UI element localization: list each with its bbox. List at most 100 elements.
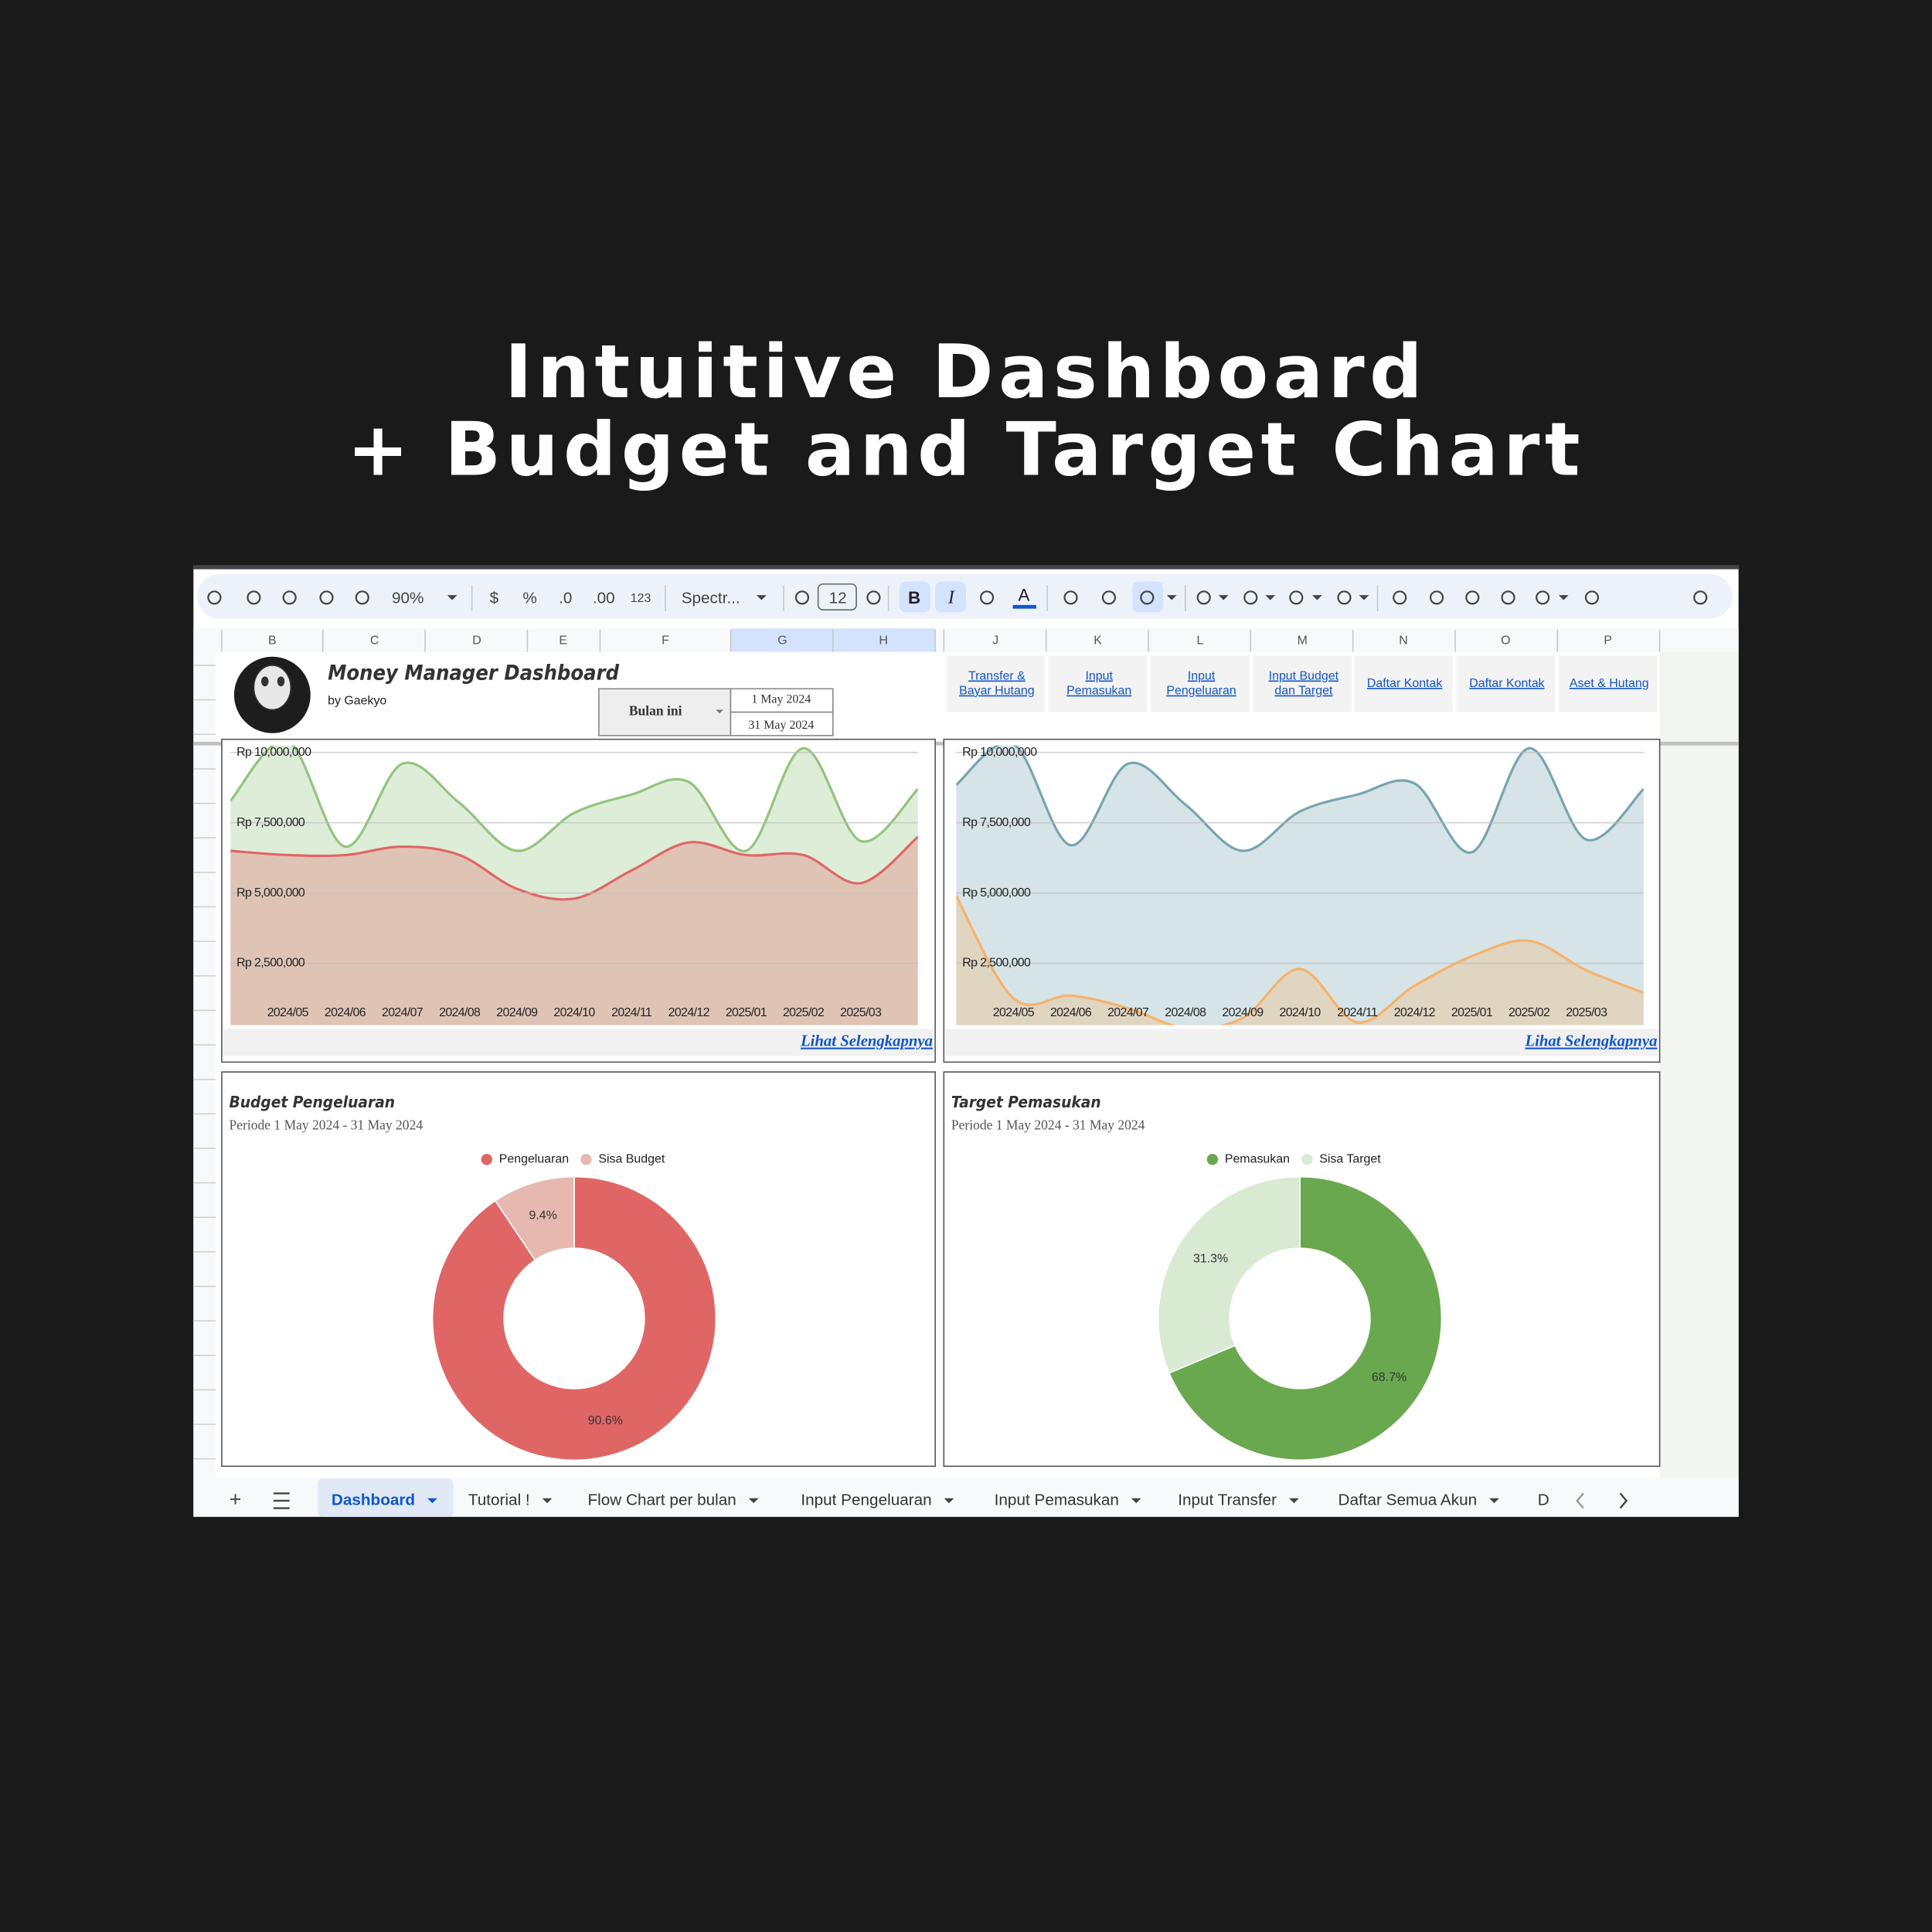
toolbar-icon[interactable] [794,590,810,605]
x-tick-label: 2024/12 [1394,1006,1436,1019]
toolbar-icon[interactable] [866,590,881,605]
toolbar-icon[interactable] [355,590,369,605]
sheet-tab[interactable]: Daftar Semua Akun [1338,1491,1478,1509]
toolbar-italic[interactable]: I [947,587,955,607]
y-tick-label: Rp 5,000,000 [236,886,305,900]
more-link[interactable]: Lihat Selengkapnya [800,1033,933,1050]
link-cell[interactable] [1558,655,1658,713]
toolbar-icon[interactable] [1584,590,1600,605]
nav-link[interactable]: Daftar Kontak [1469,677,1544,690]
toolbar-icon[interactable] [1196,590,1211,605]
nav-link[interactable]: Transfer & [968,670,1026,683]
toolbar-icon[interactable] [282,590,297,605]
toolbar-text-color[interactable]: A [1018,586,1029,605]
toolbar-percent[interactable]: % [522,589,536,607]
legend-swatch [1301,1154,1313,1165]
toolbar-icon[interactable] [1465,590,1480,605]
link-cell[interactable] [1151,655,1250,713]
toolbar-icon[interactable] [247,590,261,605]
dropdown-arrow [1312,595,1322,600]
toolbar-icon[interactable] [1140,590,1155,605]
add-sheet[interactable]: + [230,1487,242,1511]
x-tick-label: 2025/03 [1566,1006,1607,1019]
toolbar-icon[interactable] [1693,590,1708,605]
sheet-tab[interactable]: D [1538,1491,1549,1509]
avatar-eye [261,676,269,687]
nav-link[interactable]: Aset & Hutang [1570,677,1649,690]
period-selector[interactable]: Bulan ini [629,703,682,719]
active-tab[interactable] [318,1478,454,1517]
toolbar-increase_decimal[interactable]: .00 [593,589,615,607]
sheet-tab[interactable]: Input Pengeluaran [801,1491,931,1509]
series-line [230,745,918,852]
nav-link[interactable]: Pemasukan [1066,685,1131,698]
x-tick-label: 2025/01 [726,1006,767,1019]
toolbar-font_size[interactable]: 12 [829,589,847,607]
toolbar-icon[interactable] [1429,590,1444,605]
toolbar-icon[interactable] [1536,590,1550,605]
dropdown-arrow [1558,595,1569,600]
plot-area [230,745,918,1026]
dropdown-arrow [716,709,723,714]
toolbar-zoom[interactable]: 90% [392,589,423,607]
dropdown-arrow [1359,595,1369,600]
series-area [956,896,1644,1026]
toolbar-icon[interactable] [1393,590,1407,605]
sheet-tab[interactable]: Input Transfer [1178,1491,1277,1509]
link-cell[interactable] [1354,655,1453,713]
nav-link[interactable]: Daftar Kontak [1367,677,1442,690]
toolbar-icon[interactable] [1101,590,1117,605]
toolbar-icon[interactable] [1501,590,1515,605]
y-tick-label: Rp 10,000,000 [236,746,311,759]
series-line [230,835,918,901]
nav-link[interactable]: Input Budget [1269,670,1339,683]
sheet-tab[interactable]: Dashboard [332,1491,415,1509]
toolbar-icon[interactable] [1289,590,1304,605]
toolbar-icon[interactable] [1243,590,1258,605]
link-cell[interactable] [1456,655,1556,713]
y-tick-label: Rp 2,500,000 [962,957,1031,970]
nav-link[interactable]: Input [1085,670,1113,683]
merge-active [1132,581,1164,613]
tab-dropdown [427,1498,437,1504]
scroll-right[interactable] [1619,1492,1628,1509]
chart-title: Budget Pengeluaran [230,1093,396,1111]
toolbar-icon[interactable] [1063,590,1078,605]
nav-link[interactable]: Bayar Hutang [959,685,1034,698]
link-cell[interactable] [946,655,1046,713]
sheet-tab[interactable]: Tutorial ! [468,1491,530,1509]
link-strip [223,1029,934,1056]
legend-swatch [1206,1154,1219,1165]
toolbar-icon[interactable] [207,590,222,605]
toolbar-decrease_decimal[interactable]: .0 [559,589,572,607]
x-tick-label: 2024/05 [993,1006,1035,1019]
link-cell[interactable] [1048,655,1148,713]
sheet-tab[interactable]: Flow Chart per bulan [588,1491,736,1509]
toolbar-icon[interactable] [1337,590,1352,605]
pie-slice [494,1175,575,1261]
nav-link[interactable]: Input [1188,670,1216,683]
y-tick-label: Rp 10,000,000 [962,746,1037,759]
more-link[interactable]: Lihat Selengkapnya [1524,1033,1657,1050]
scroll-left[interactable] [1576,1492,1584,1509]
toolbar-bold[interactable]: B [908,588,920,607]
period-dropdown[interactable] [598,688,732,736]
column-header: N [1399,634,1408,647]
toolbar-icon[interactable] [319,590,334,605]
toolbar-font[interactable]: Spectr... [682,589,740,607]
column-header: E [559,634,567,647]
nav-link[interactable]: Pengeluaran [1166,685,1236,698]
x-tick-label: 2025/03 [840,1006,882,1019]
nav-link[interactable]: dan Target [1274,685,1333,698]
toolbar-number_format[interactable]: 123 [631,592,651,605]
toolbar-icon[interactable] [980,590,995,605]
link-cell[interactable] [1253,655,1352,713]
sheet-tab[interactable]: Input Pemasukan [995,1491,1119,1509]
sheet-title: Money Manager Dashboard [328,662,619,685]
toolbar-currency[interactable]: $ [490,589,499,607]
dropdown-arrow [756,595,767,600]
column-header: K [1094,634,1102,647]
series-line [956,745,1644,854]
data-label: 9.4% [529,1209,556,1222]
